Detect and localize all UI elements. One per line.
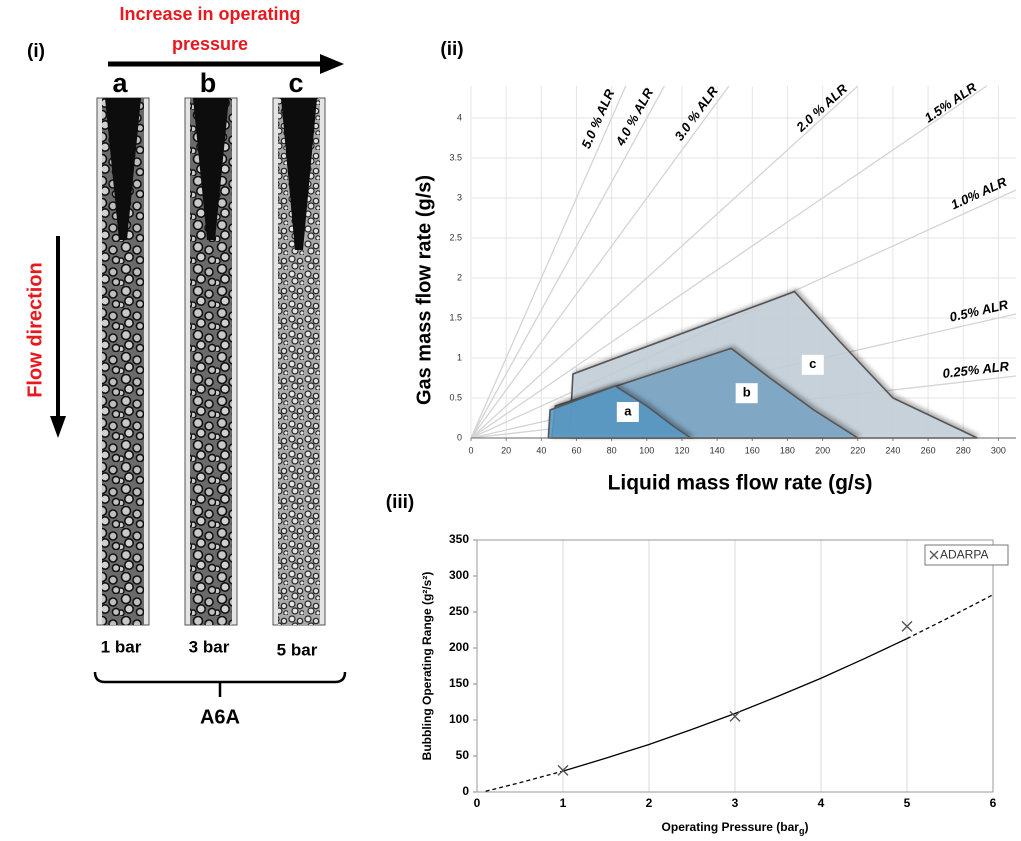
alr-label: 0.5% ALR [948,297,1010,325]
y-axis-label: Bubbling Operating Range (g²/s²) [420,572,434,761]
legend-marker [929,550,939,560]
column-letter: c [288,68,303,98]
column-letter: a [112,68,128,98]
x-tick-label: 200 [815,445,830,455]
y-tick-label: 300 [449,568,469,582]
alr-label: 2.0 % ALR [793,81,851,136]
x-tick-label: 0 [468,445,473,455]
gas-core [105,98,141,240]
fit-curve [906,594,994,640]
panel-label: (i) [27,41,45,62]
y-tick-label: 1 [457,352,462,362]
y-tick-label: 150 [449,676,469,690]
region-label-box [616,402,639,422]
alr-line [470,85,665,439]
y-tick-label: 3.5 [449,152,462,162]
panel-label: (iii) [386,492,415,513]
x-tick-label: 5 [904,796,911,810]
x-tick-label: 160 [745,445,760,455]
pressure-label: 3 bar [189,637,230,656]
x-axis-label: Liquid mass flow rate (g/s) [608,472,873,495]
x-tick-label: 80 [607,445,617,455]
y-tick-label: 4 [457,112,462,122]
flow-label: Flow direction [24,262,46,398]
x-tick-label: 1 [560,796,567,810]
x-tick-label: 60 [571,445,581,455]
group-bracket [93,671,347,697]
group-label: A6A [200,706,240,728]
y-tick-label: 100 [449,712,469,726]
x-tick-label: 0 [474,796,481,810]
region-label: c [809,356,816,371]
region-label: b [743,385,751,400]
y-axis-label: Gas mass flow rate (g/s) [413,175,435,405]
x-axis-label-part: g [799,826,805,836]
y-tick-label: 0 [457,432,462,442]
pressure-arrow-head [320,54,344,74]
x-tick-label: 260 [921,445,936,455]
y-tick-label: 0 [462,784,469,798]
region-label-box [735,383,758,404]
x-tick-label: 180 [780,445,795,455]
x-axis-label-part: Operating Pressure (bar [662,820,800,834]
arrow-label: Increase in operating pressure [119,4,300,54]
alr-line [470,85,988,439]
x-tick-label: 4 [818,796,825,810]
fit-curve [485,770,564,792]
arrow-label-line: pressure [172,34,248,54]
flow-arrow-head [50,416,66,438]
alr-label: 4.0 % ALR [612,85,656,149]
data-point [557,764,569,776]
column-letter: b [200,68,217,98]
y-tick-label: 2.5 [449,232,462,242]
x-tick-label: 6 [990,796,997,810]
y-tick-label: 2 [457,272,462,282]
pressure-label: 1 bar [101,637,142,656]
fit-curve [562,638,908,772]
x-tick-label: 2 [646,796,653,810]
gas-core [281,98,317,250]
y-tick-label: 200 [449,640,469,654]
y-tick-label: 3 [457,192,462,202]
alr-line [470,85,627,439]
pressure-label: 5 bar [277,640,318,659]
x-axis-label: Operating Pressure (barg) [662,820,809,836]
x-tick-label: 280 [956,445,971,455]
x-tick-label: 3 [732,796,739,810]
y-tick-label: 250 [449,604,469,618]
alr-line [470,85,730,439]
data-point [729,710,741,722]
x-tick-label: 140 [710,445,725,455]
x-tick-label: 40 [536,445,546,455]
gas-core [193,98,229,240]
legend-box [924,544,1009,566]
x-tick-label: 300 [991,445,1006,455]
panel-label: (ii) [440,39,463,60]
region-label-box [801,354,824,375]
y-tick-label: 350 [449,532,469,546]
x-tick-label: 240 [885,445,900,455]
alr-line [470,85,859,439]
x-tick-label: 120 [674,445,689,455]
x-tick-label: 220 [850,445,865,455]
x-tick-label: 100 [639,445,654,455]
y-tick-label: 50 [456,748,470,762]
alr-label: 3.0 % ALR [671,83,721,143]
plot-frame [476,539,994,793]
y-tick-label: 0.5 [449,392,462,402]
region-label: a [624,403,632,418]
legend-label: ADARPA [940,548,988,562]
data-point [901,620,913,632]
x-axis-label-part: ) [804,820,808,834]
arrow-label-line: Increase in operating [119,4,300,24]
y-tick-label: 1.5 [449,312,462,322]
x-tick-label: 20 [501,445,511,455]
